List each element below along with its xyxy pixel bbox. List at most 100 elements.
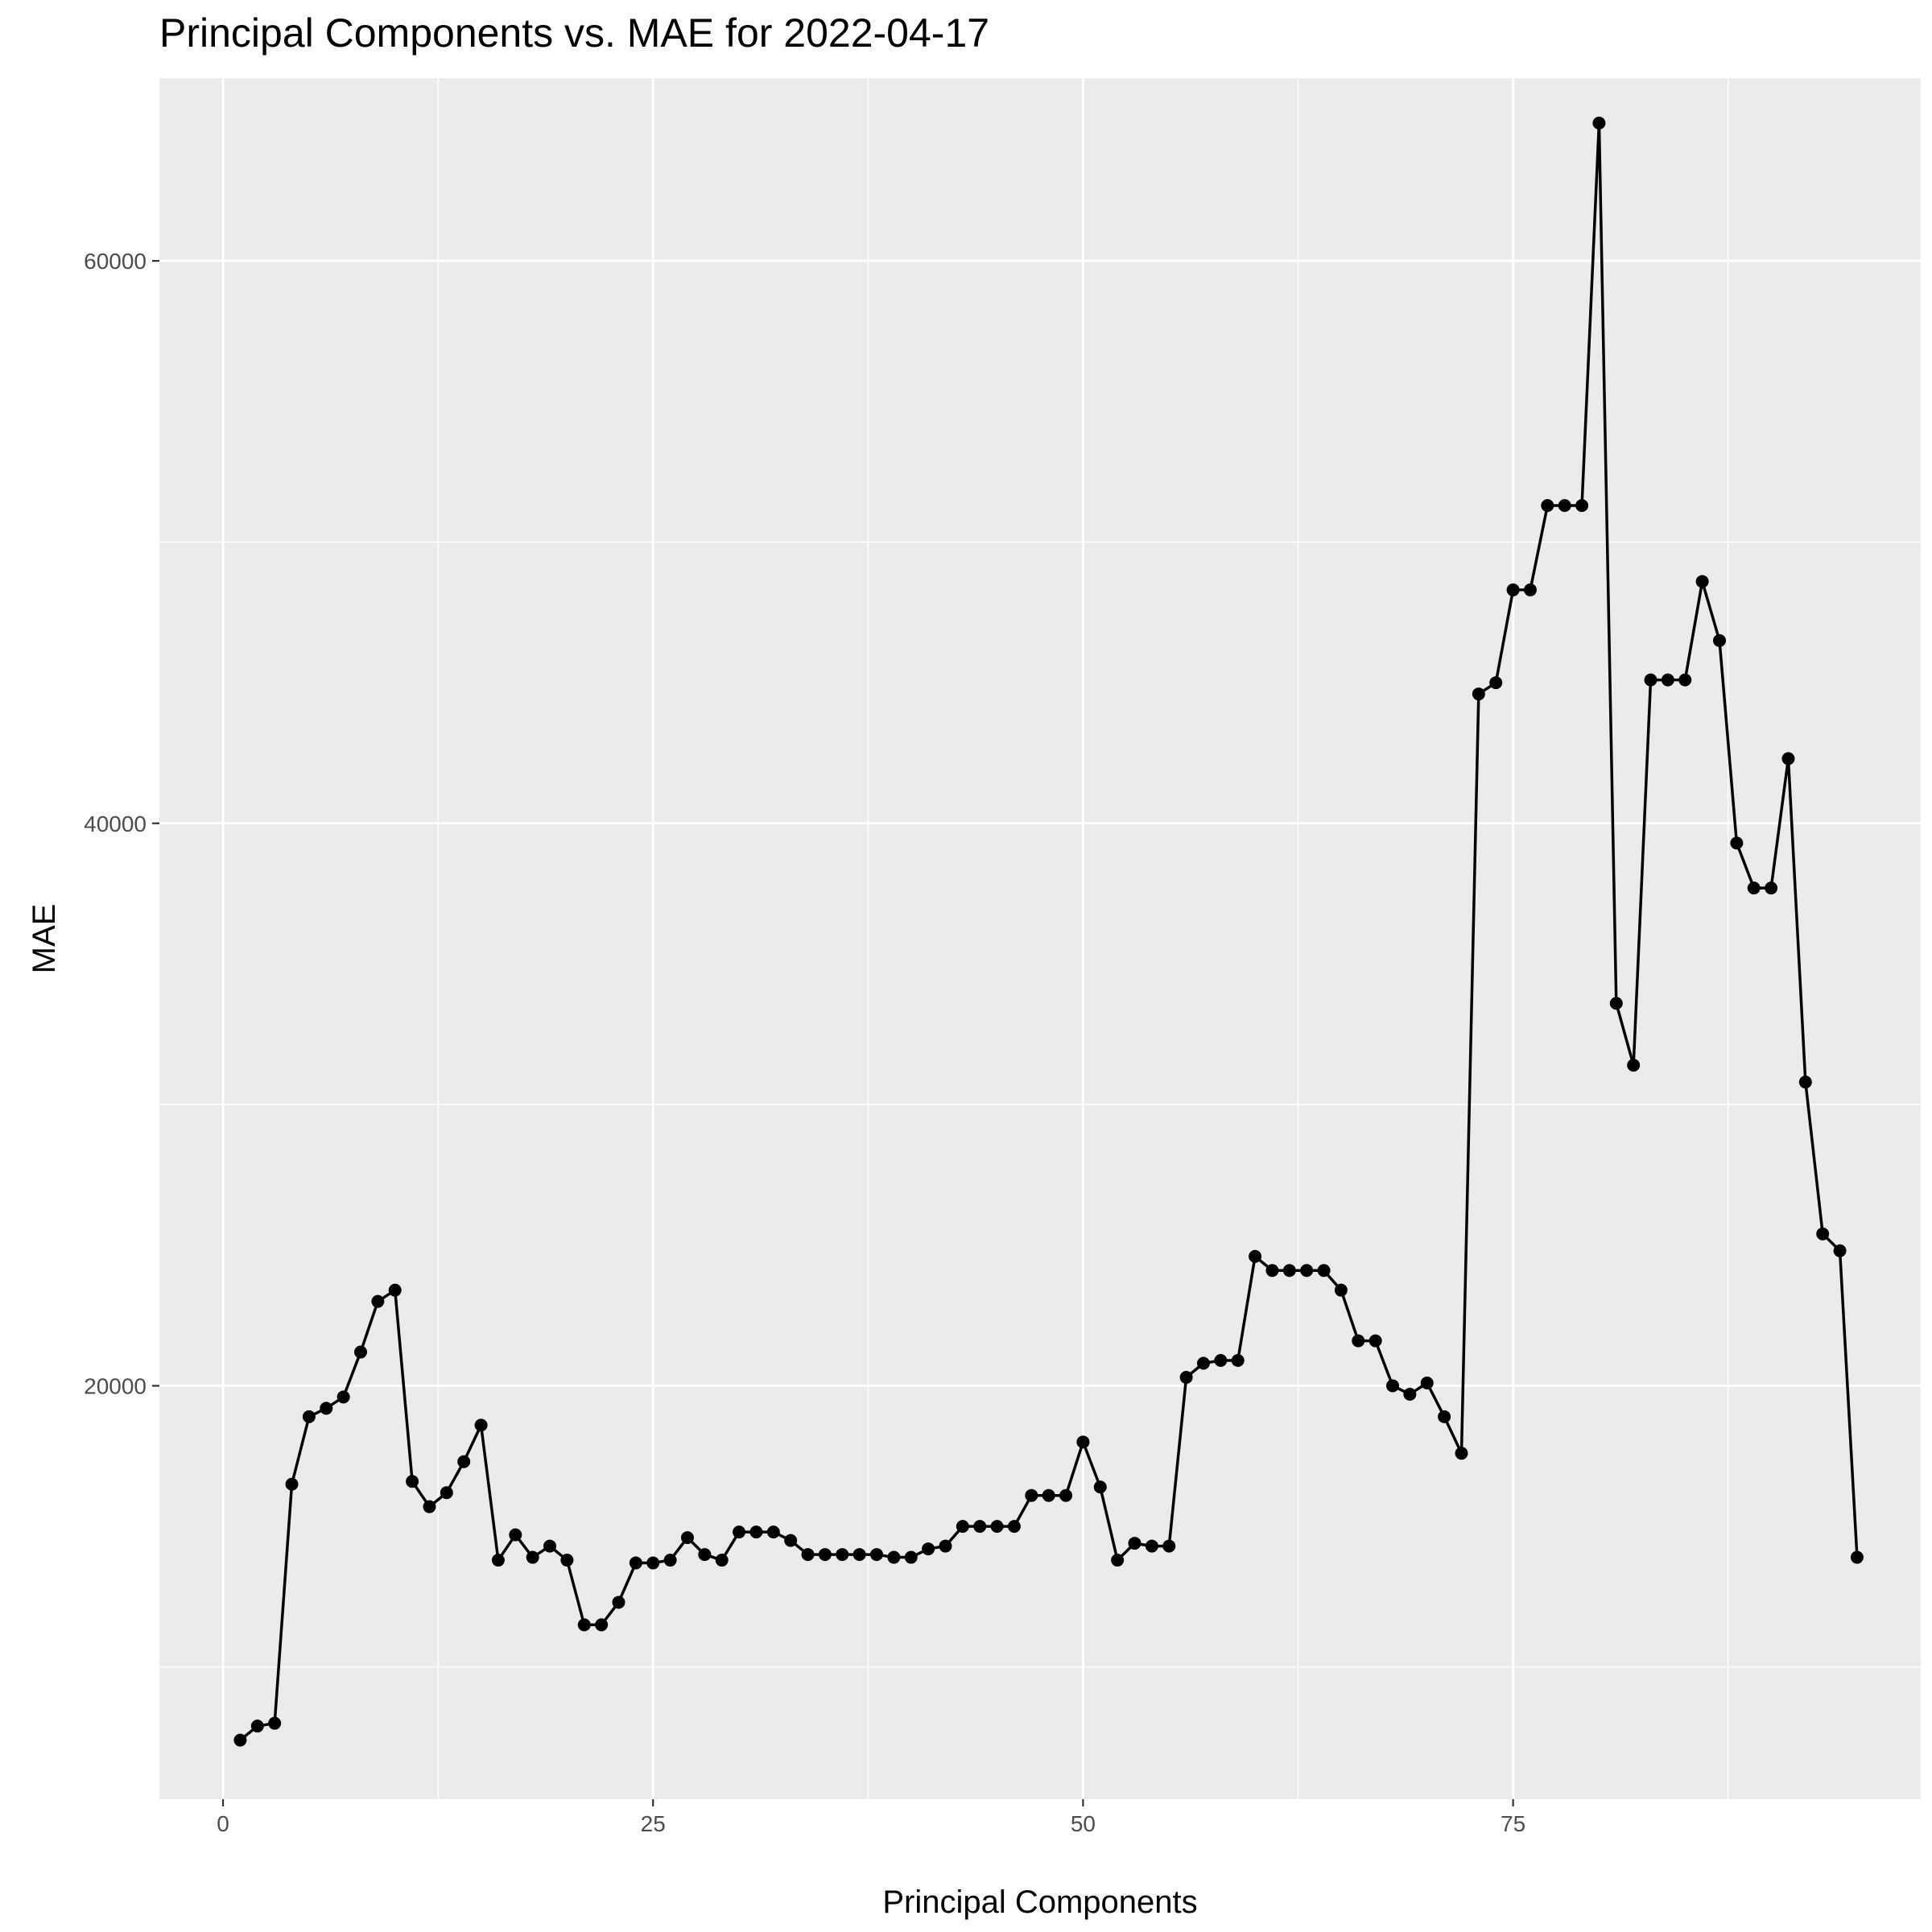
data-point: [870, 1548, 884, 1562]
data-point: [1713, 634, 1726, 647]
x-axis-ticks: 0 25 50 75: [217, 1799, 1525, 1836]
data-point: [733, 1525, 746, 1539]
data-point: [990, 1520, 1004, 1534]
data-points: [233, 116, 1864, 1747]
data-point: [1850, 1550, 1864, 1564]
chart-title: Principal Components vs. MAE for 2022-04…: [159, 10, 990, 56]
data-point: [440, 1486, 453, 1500]
data-point: [646, 1556, 660, 1570]
data-point: [1678, 673, 1692, 687]
data-point: [1128, 1537, 1141, 1550]
data-point: [1025, 1488, 1038, 1502]
data-point: [663, 1554, 677, 1567]
data-point: [784, 1534, 798, 1547]
data-point: [1265, 1264, 1279, 1278]
y-tick-label: 40000: [84, 811, 147, 836]
data-point: [939, 1539, 952, 1553]
data-point: [1661, 673, 1674, 687]
data-point: [1816, 1227, 1830, 1241]
data-point: [1145, 1539, 1158, 1553]
x-tick-label: 50: [1071, 1811, 1096, 1836]
data-point: [336, 1390, 350, 1404]
data-point: [302, 1410, 316, 1423]
data-point: [1249, 1249, 1262, 1263]
x-tick-label: 75: [1501, 1811, 1525, 1836]
data-point: [1833, 1244, 1847, 1257]
data-point: [1162, 1539, 1176, 1553]
data-point: [1558, 499, 1571, 513]
data-point: [715, 1554, 729, 1567]
data-point: [1214, 1354, 1228, 1368]
data-point: [766, 1525, 780, 1539]
data-point: [474, 1418, 488, 1432]
data-point: [922, 1542, 935, 1556]
data-point: [629, 1556, 642, 1570]
data-point: [577, 1618, 591, 1632]
data-point: [406, 1475, 419, 1488]
data-point: [1111, 1554, 1125, 1567]
y-axis-title: MAE: [27, 904, 62, 974]
y-axis-ticks: 20000 40000 60000: [84, 249, 159, 1398]
data-point: [354, 1345, 367, 1359]
data-point: [1042, 1488, 1055, 1502]
data-point: [543, 1539, 557, 1553]
data-point: [698, 1548, 712, 1562]
data-point: [1007, 1520, 1021, 1534]
data-point: [285, 1477, 299, 1491]
data-point: [268, 1716, 282, 1730]
data-point: [1455, 1447, 1468, 1460]
minor-gridlines: [159, 78, 1921, 1799]
data-point: [1438, 1410, 1451, 1423]
data-point: [612, 1596, 625, 1609]
data-point: [1523, 583, 1537, 597]
major-gridlines: [159, 78, 1921, 1799]
data-point: [320, 1402, 333, 1415]
x-tick-label: 25: [641, 1811, 666, 1836]
data-point: [1781, 752, 1795, 766]
data-point: [801, 1548, 815, 1562]
data-point: [852, 1548, 866, 1562]
data-point: [1368, 1334, 1382, 1348]
data-point: [836, 1548, 849, 1562]
data-point: [1730, 836, 1744, 850]
data-point: [595, 1618, 609, 1632]
data-point: [1541, 499, 1554, 513]
data-point: [491, 1554, 505, 1567]
x-axis-title: Principal Components: [882, 1885, 1197, 1920]
data-point: [1403, 1387, 1417, 1401]
data-point: [509, 1528, 522, 1542]
data-point: [1472, 687, 1485, 701]
data-point: [526, 1550, 539, 1564]
data-point: [560, 1554, 574, 1567]
data-point: [749, 1525, 763, 1539]
y-tick-label: 20000: [84, 1373, 147, 1398]
data-point: [423, 1500, 436, 1513]
data-point: [1592, 116, 1606, 130]
data-point: [1575, 499, 1589, 513]
data-point: [818, 1548, 832, 1562]
data-point: [1627, 1059, 1641, 1072]
data-point: [457, 1455, 471, 1468]
data-point: [233, 1733, 247, 1747]
data-point: [1489, 676, 1503, 690]
data-point: [1076, 1435, 1090, 1449]
data-point: [371, 1294, 385, 1308]
plot-panel: [159, 78, 1921, 1799]
data-point: [1059, 1488, 1073, 1502]
data-point: [1352, 1334, 1365, 1348]
data-point: [887, 1550, 901, 1564]
data-point: [1317, 1264, 1331, 1278]
y-tick-label: 60000: [84, 249, 147, 274]
data-point: [1179, 1370, 1193, 1384]
data-point: [1334, 1283, 1348, 1297]
data-point: [1231, 1354, 1245, 1368]
data-point: [1609, 997, 1623, 1010]
data-point: [1093, 1480, 1107, 1494]
data-point: [973, 1520, 987, 1534]
data-point: [1765, 881, 1778, 895]
x-tick-label: 0: [217, 1811, 229, 1836]
data-point: [1644, 673, 1657, 687]
data-point: [904, 1550, 918, 1564]
data-point: [956, 1520, 969, 1534]
